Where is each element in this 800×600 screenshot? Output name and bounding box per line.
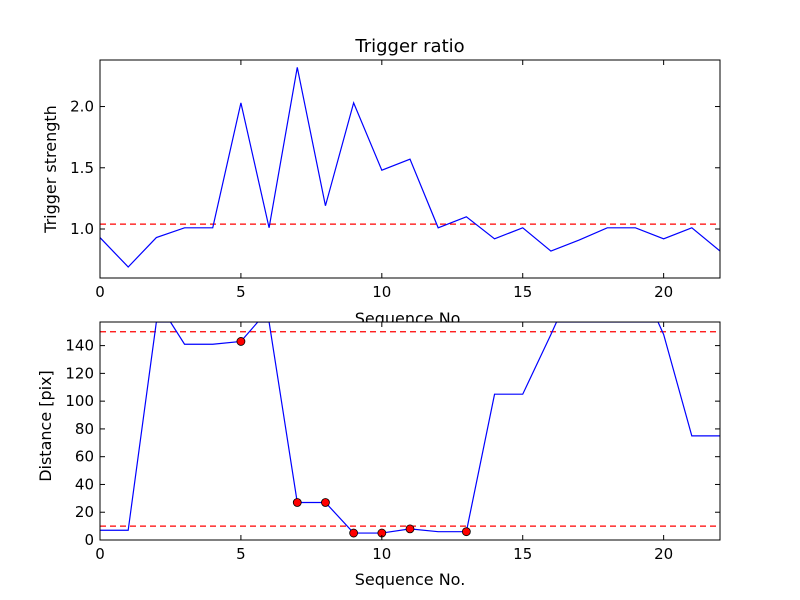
x-tick-label: 10 (372, 283, 391, 301)
y-axis-label-top: Trigger strength (41, 105, 60, 234)
data-point-marker (461, 527, 471, 537)
y-tick-label: 80 (75, 420, 94, 438)
x-tick-label: 20 (654, 283, 673, 301)
x-axis-label-bottom: Sequence No. (355, 570, 466, 589)
y-tick-label: 100 (65, 392, 94, 410)
chart-title: Trigger ratio (354, 36, 464, 57)
series-line-bottom-0 (100, 322, 720, 534)
plot-area-bottom (100, 322, 720, 540)
y-axis-label-bottom: Distance [pix] (36, 370, 55, 482)
y-tick-label: 0 (84, 531, 94, 549)
y-tick-label: 2.0 (70, 98, 94, 116)
x-tick-label: 5 (236, 545, 246, 563)
plot-content-top (100, 67, 720, 268)
y-tick-label: 20 (75, 503, 94, 521)
data-point-marker (405, 524, 415, 534)
y-tick-label: 1.0 (70, 220, 94, 238)
y-tick-label: 140 (65, 337, 94, 355)
subplot-trigger-ratio: 0 5 10 15 201.01.52.0 Trigger ratio Sequence… (41, 36, 721, 328)
plot-area-top (100, 60, 720, 278)
series-line-top-0 (100, 67, 720, 268)
x-tick-label: 20 (654, 545, 673, 563)
axes-frame-bottom (99, 321, 721, 541)
x-tick-label: 0 (95, 283, 105, 301)
x-tick-label: 0 (95, 545, 105, 563)
data-point-marker (292, 498, 302, 507)
data-point-marker (236, 337, 246, 346)
y-tick-label: 40 (75, 475, 94, 493)
data-point-marker (349, 528, 359, 538)
tick-group-bottom: 0 5 10 15 20 0 20 40 60 80 100 120 140 (65, 322, 720, 563)
y-tick-label: 60 (75, 448, 94, 466)
y-tick-label: 120 (65, 364, 94, 382)
plot-content-bottom (100, 322, 720, 538)
x-tick-label: 15 (513, 545, 532, 563)
axes-frame-top (99, 59, 721, 279)
x-tick-label: 10 (372, 545, 391, 563)
tick-group-top: 0 5 10 15 20 1.0 1.5 2.0 (70, 60, 720, 301)
x-tick-label: 5 (236, 283, 246, 301)
data-point-marker (321, 498, 330, 507)
y-tick-label: 1.5 (70, 159, 94, 177)
x-tick-label: 15 (513, 283, 532, 301)
